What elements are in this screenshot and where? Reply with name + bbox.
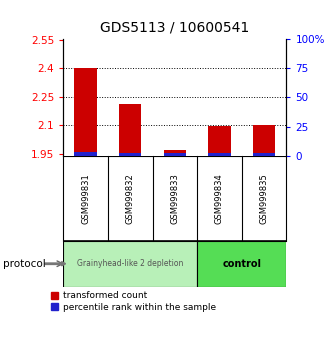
Bar xyxy=(208,153,230,156)
Bar xyxy=(253,153,275,156)
Text: GSM999832: GSM999832 xyxy=(126,173,135,224)
Text: GSM999835: GSM999835 xyxy=(259,173,269,224)
Text: GSM999833: GSM999833 xyxy=(170,173,179,224)
Text: Grainyhead-like 2 depletion: Grainyhead-like 2 depletion xyxy=(77,259,183,268)
Legend: transformed count, percentile rank within the sample: transformed count, percentile rank withi… xyxy=(51,291,216,312)
Bar xyxy=(119,103,141,156)
Bar xyxy=(119,153,141,156)
Bar xyxy=(253,125,275,156)
Bar xyxy=(197,241,286,287)
Title: GDS5113 / 10600541: GDS5113 / 10600541 xyxy=(100,21,249,35)
Bar xyxy=(75,152,97,156)
Bar xyxy=(208,126,230,156)
Bar xyxy=(164,154,186,156)
Text: GSM999834: GSM999834 xyxy=(215,173,224,224)
Bar xyxy=(75,68,97,156)
Bar xyxy=(164,150,186,156)
Bar xyxy=(63,241,197,287)
Text: protocol: protocol xyxy=(3,259,46,269)
Text: control: control xyxy=(222,259,261,269)
Text: GSM999831: GSM999831 xyxy=(81,173,90,224)
